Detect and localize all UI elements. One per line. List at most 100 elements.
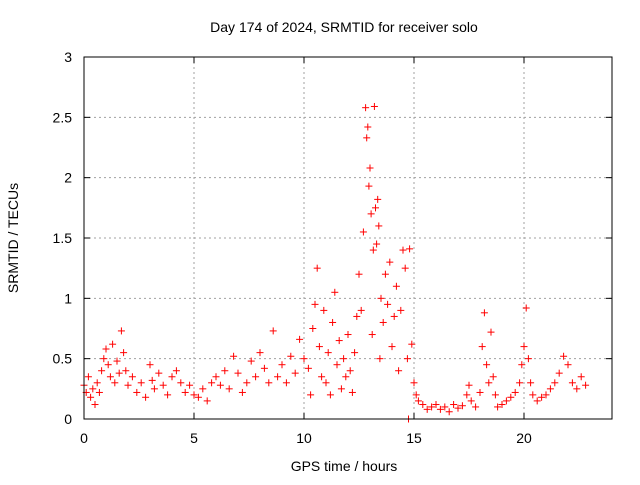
data-point xyxy=(542,391,550,399)
data-point xyxy=(436,405,444,413)
data-point xyxy=(269,327,277,335)
data-point xyxy=(369,246,377,254)
data-point xyxy=(397,306,405,314)
data-point xyxy=(445,408,453,416)
data-point xyxy=(502,397,510,405)
data-point xyxy=(252,373,260,381)
data-point xyxy=(454,404,462,412)
data-point xyxy=(91,401,99,409)
data-point xyxy=(106,373,114,381)
data-point xyxy=(538,393,546,401)
data-point xyxy=(370,102,378,110)
data-point xyxy=(346,367,354,375)
y-tick-label: 0 xyxy=(64,411,72,427)
data-point xyxy=(287,352,295,360)
y-tick-label: 1.5 xyxy=(53,230,73,246)
data-point xyxy=(376,355,384,363)
data-point xyxy=(362,104,370,112)
data-point xyxy=(392,282,400,290)
data-point xyxy=(98,367,106,375)
data-point xyxy=(203,397,211,405)
data-point xyxy=(344,331,352,339)
data-point xyxy=(181,388,189,396)
data-point xyxy=(412,391,420,399)
data-point xyxy=(148,376,156,384)
data-point xyxy=(260,364,268,372)
data-point xyxy=(122,367,130,375)
x-axis-label: GPS time / hours xyxy=(291,458,398,474)
data-point xyxy=(282,379,290,387)
data-point xyxy=(225,385,233,393)
data-point xyxy=(113,357,121,365)
data-point xyxy=(478,343,486,351)
data-point xyxy=(582,381,590,389)
data-point xyxy=(373,240,381,248)
data-point xyxy=(520,343,528,351)
data-point xyxy=(367,210,375,218)
data-point xyxy=(419,401,427,409)
data-point xyxy=(480,309,488,317)
data-point xyxy=(399,246,407,254)
data-point xyxy=(390,312,398,320)
data-point xyxy=(331,288,339,296)
data-point xyxy=(300,355,308,363)
data-point xyxy=(265,379,273,387)
data-point xyxy=(406,245,414,253)
data-point xyxy=(401,264,409,272)
data-point xyxy=(186,381,194,389)
data-point xyxy=(87,393,95,401)
data-point xyxy=(322,379,330,387)
data-point xyxy=(357,306,365,314)
data-point xyxy=(190,391,198,399)
y-tick-label: 0.5 xyxy=(53,351,73,367)
data-point xyxy=(511,388,519,396)
plot-frame xyxy=(83,56,613,420)
x-tick-label: 5 xyxy=(190,430,198,446)
data-point xyxy=(450,401,458,409)
data-point xyxy=(366,164,374,172)
data-point xyxy=(155,369,163,377)
data-point xyxy=(216,381,224,389)
x-tick-label: 15 xyxy=(406,430,422,446)
data-point xyxy=(395,367,403,375)
data-point xyxy=(485,379,493,387)
data-point xyxy=(432,401,440,409)
data-point xyxy=(315,343,323,351)
data-point xyxy=(168,373,176,381)
data-point xyxy=(324,349,332,357)
data-point xyxy=(403,355,411,363)
data-point xyxy=(472,403,480,411)
data-point xyxy=(340,355,348,363)
data-point xyxy=(377,294,385,302)
data-point xyxy=(326,391,334,399)
data-point xyxy=(529,391,537,399)
data-point xyxy=(137,379,145,387)
data-point xyxy=(524,355,532,363)
data-point xyxy=(177,379,185,387)
data-point xyxy=(128,373,136,381)
x-tick-label: 20 xyxy=(516,430,532,446)
data-point xyxy=(467,397,475,405)
data-point xyxy=(355,270,363,278)
data-point xyxy=(551,379,559,387)
y-tick-label: 2.5 xyxy=(53,109,73,125)
data-point xyxy=(247,357,255,365)
data-point xyxy=(573,385,581,393)
data-point xyxy=(104,361,112,369)
data-point xyxy=(102,345,110,353)
data-point xyxy=(546,385,554,393)
data-points-layer xyxy=(80,102,590,423)
y-tick-label: 2 xyxy=(64,170,72,186)
data-point xyxy=(386,258,394,266)
data-point xyxy=(463,391,471,399)
data-point xyxy=(318,373,326,381)
data-point xyxy=(372,204,379,212)
ticks-layer: 0 5 10 15 20 0 0.5 1 1.5 2 2.5 3 xyxy=(53,49,612,446)
data-point xyxy=(476,388,484,396)
data-point xyxy=(351,349,359,357)
data-point xyxy=(150,385,158,393)
y-tick-label: 1 xyxy=(64,290,72,306)
data-point xyxy=(388,343,396,351)
